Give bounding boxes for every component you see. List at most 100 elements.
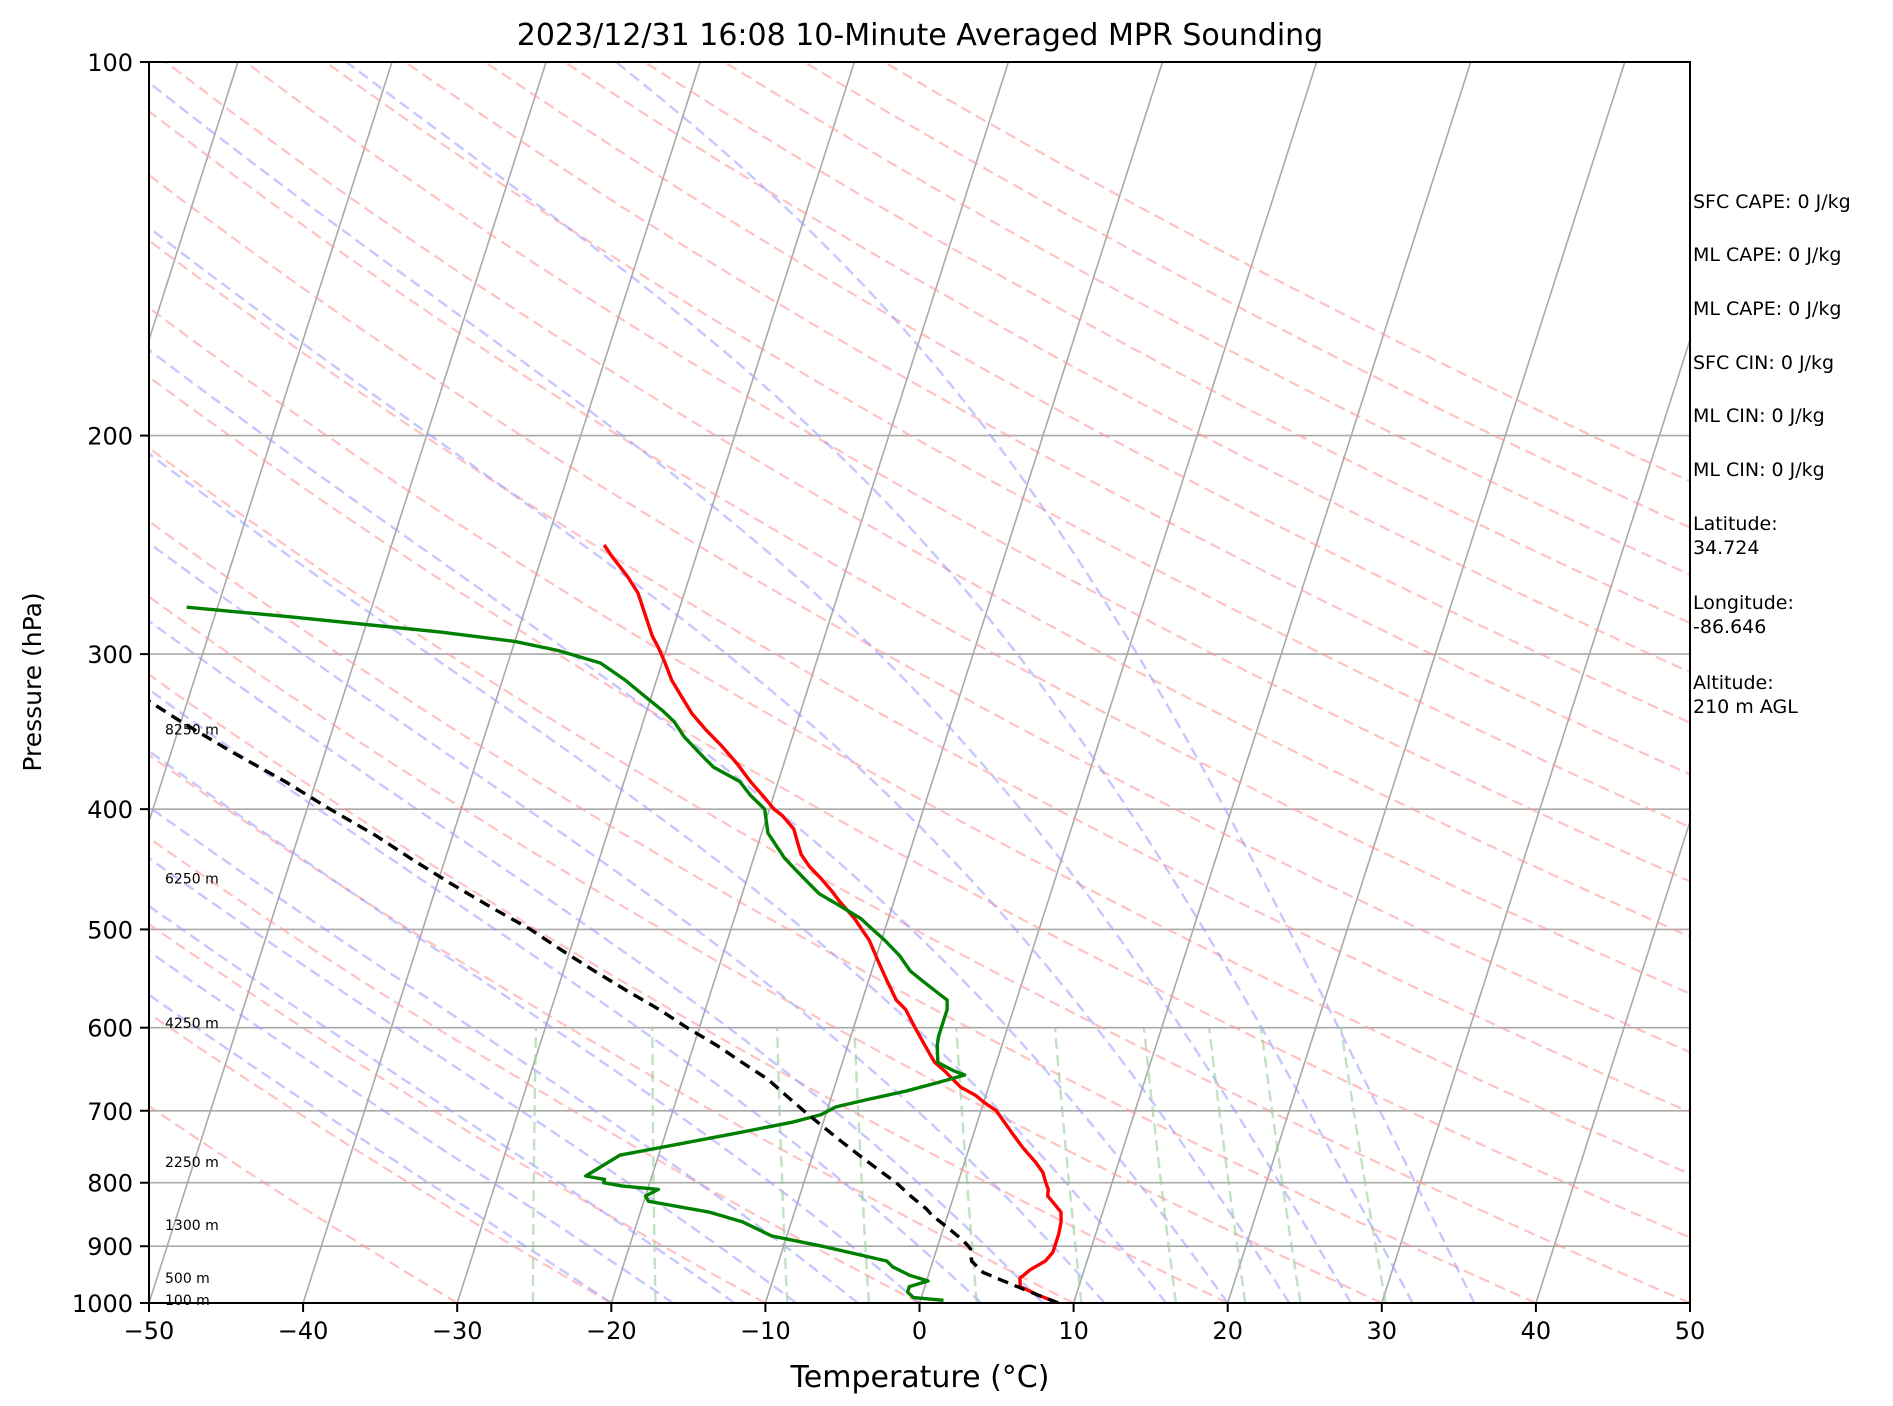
isotherm-line	[764, 62, 1164, 1303]
x-tick-label: −20	[586, 1317, 637, 1345]
x-tick-label: 10	[1058, 1317, 1089, 1345]
dry-adiabat	[484, 62, 1690, 724]
parcel-line	[149, 699, 1059, 1303]
isotherm-line	[918, 62, 1318, 1303]
moist-adiabat	[149, 749, 921, 1303]
isotherm-line	[1535, 818, 1690, 1303]
y-tick-label: 300	[87, 641, 133, 669]
height-label: 8250 m	[165, 722, 219, 738]
y-tick-label: 200	[87, 423, 133, 451]
mixing-ratio-line	[651, 1027, 657, 1303]
isotherm-line	[1381, 337, 1690, 1303]
y-tick-label: 900	[87, 1233, 133, 1261]
dry-adiabat	[149, 1104, 458, 1303]
mixing-ratio-line	[1142, 1027, 1178, 1303]
mixing-ratio-line	[853, 1027, 871, 1303]
moist-adiabat	[149, 949, 674, 1303]
isotherm-line	[302, 62, 701, 1303]
isotherm-line	[149, 62, 547, 1303]
series-layer	[149, 544, 1063, 1303]
dewpoint-line	[186, 605, 967, 1302]
info-line: ML CIN: 0 J/kg	[1693, 459, 1825, 481]
info-line: SFC CIN: 0 J/kg	[1693, 352, 1835, 374]
dry-adiabat	[643, 62, 1690, 625]
info-line: Longitude: -86.646	[1693, 592, 1794, 638]
moist-adiabat	[149, 993, 612, 1303]
moist-adiabat	[149, 452, 1168, 1303]
moist-adiabat	[149, 80, 1353, 1303]
background-lines	[149, 62, 1893, 1303]
dry-adiabat	[723, 62, 1690, 576]
x-tick-label: 30	[1367, 1317, 1398, 1345]
mixing-ratio-line	[531, 1027, 538, 1303]
dry-adiabat	[324, 62, 1690, 829]
isotherm-line	[1844, 62, 1893, 1303]
x-tick-label: 40	[1521, 1317, 1552, 1345]
info-line: Latitude: 34.724	[1693, 513, 1778, 559]
height-label: 4250 m	[165, 1016, 219, 1032]
y-axis-ticks: 100 200 300 400 500 600 700 800 900 1000	[72, 49, 149, 1318]
moist-adiabat	[149, 904, 736, 1303]
temperature-line	[602, 544, 1063, 1303]
moist-adiabat	[149, 541, 1106, 1303]
info-line: ML CIN: 0 J/kg	[1693, 405, 1825, 427]
dry-adiabat	[149, 173, 1690, 1054]
dry-adiabat	[149, 519, 1537, 1303]
x-tick-label: −30	[432, 1317, 483, 1345]
info-line: SFC CAPE: 0 J/kg	[1693, 191, 1851, 213]
dry-adiabat	[149, 446, 1690, 1303]
mixing-ratio-line	[1259, 1027, 1302, 1303]
chart-title: 2023/12/31 16:08 10-Minute Averaged MPR …	[517, 18, 1323, 53]
moist-adiabat	[149, 856, 797, 1303]
dry-adiabat	[149, 375, 1690, 1239]
isotherm-line	[149, 62, 239, 343]
dry-adiabat	[244, 62, 1690, 883]
info-line: ML CAPE: 0 J/kg	[1693, 244, 1842, 266]
dry-adiabat	[149, 595, 1383, 1303]
y-tick-label: 400	[87, 796, 133, 824]
x-tick-label: −40	[278, 1317, 329, 1345]
dry-adiabat	[149, 922, 766, 1303]
height-label: 2250 m	[165, 1155, 219, 1171]
height-label: 6250 m	[165, 872, 219, 888]
moist-adiabat	[149, 688, 982, 1303]
dry-adiabat	[149, 1012, 612, 1303]
moist-adiabat	[149, 348, 1229, 1303]
y-tick-label: 100	[87, 49, 133, 77]
x-tick-label: −10	[740, 1317, 791, 1345]
info-line: ML CAPE: 0 J/kg	[1693, 298, 1842, 320]
x-axis-ticks: −50 −40 −30 −20 −10 0 10 20 30 40 50	[124, 1303, 1705, 1345]
mixing-ratio-line	[775, 1027, 789, 1303]
y-tick-label: 600	[87, 1015, 133, 1043]
y-tick-label: 1000	[72, 1290, 133, 1318]
dry-adiabat	[164, 62, 1690, 938]
y-tick-label: 700	[87, 1098, 133, 1126]
mixing-ratio-line	[1053, 1027, 1083, 1303]
isotherm-line	[610, 62, 1010, 1303]
isotherm-line	[1072, 62, 1472, 1303]
x-tick-label: 0	[912, 1317, 927, 1345]
isotherm-line	[149, 62, 393, 825]
moist-adiabat	[345, 62, 1414, 1303]
x-axis-label: Temperature (°C)	[790, 1360, 1050, 1395]
moist-adiabat	[615, 62, 1476, 1303]
dry-adiabat	[564, 62, 1690, 674]
y-tick-label: 500	[87, 916, 133, 944]
mixing-ratio-line	[955, 1027, 978, 1303]
moist-adiabat	[149, 805, 859, 1303]
isotherm-line	[456, 62, 856, 1303]
y-tick-label: 800	[87, 1170, 133, 1198]
mixing-ratio-line	[1208, 1027, 1247, 1303]
isotherm-line	[1226, 62, 1626, 1303]
dry-adiabat	[149, 109, 1690, 995]
dry-adiabat	[149, 239, 1690, 1114]
moist-adiabat	[149, 619, 1044, 1303]
mixing-ratio-line	[1339, 1027, 1387, 1303]
height-label: 100 m	[165, 1293, 210, 1309]
dry-adiabat	[149, 306, 1690, 1176]
height-label: 1300 m	[165, 1218, 219, 1234]
info-line: Altitude: 210 m AGL	[1693, 672, 1798, 718]
dry-adiabat	[149, 753, 1075, 1303]
dry-adiabat	[404, 62, 1690, 776]
